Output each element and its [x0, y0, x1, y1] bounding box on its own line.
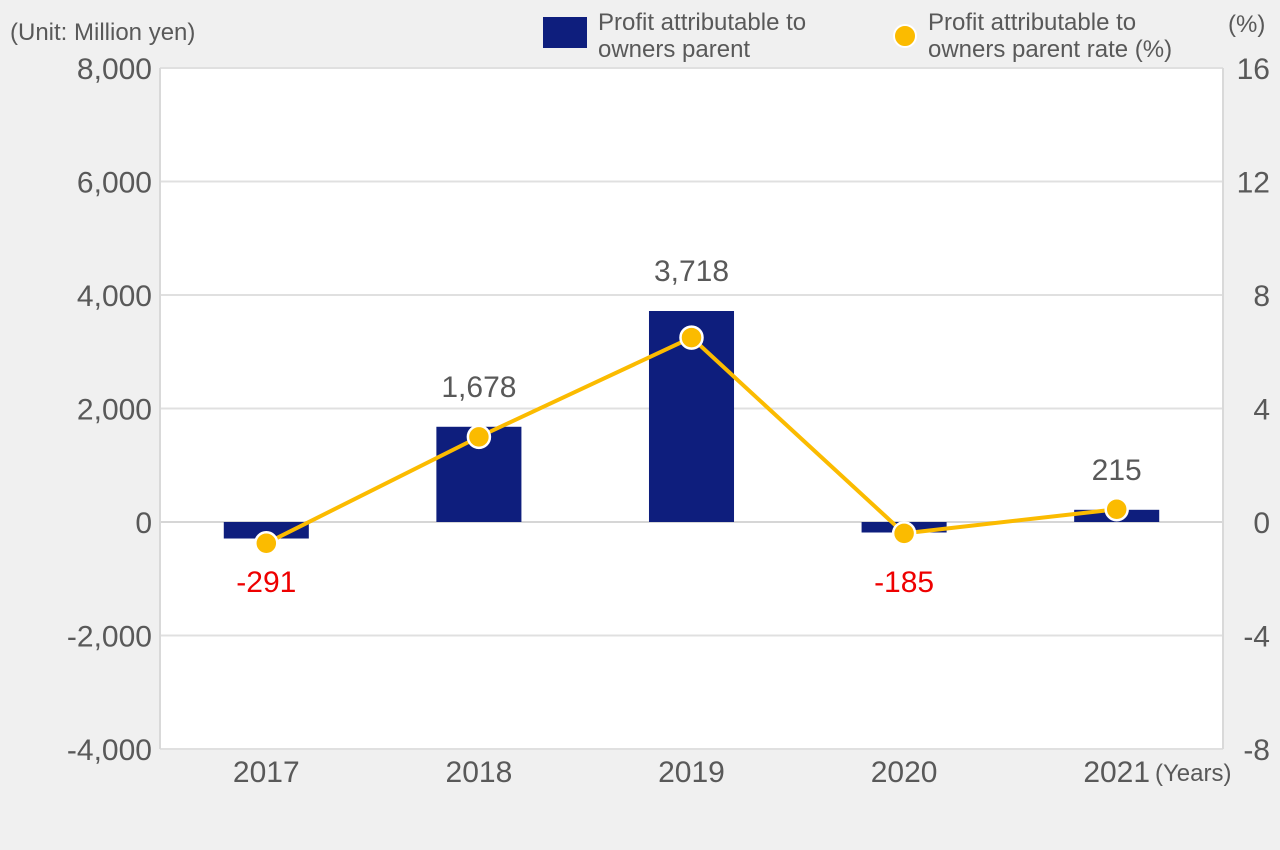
- right-tick-label: 12: [1237, 167, 1270, 200]
- legend-line-swatch: [893, 24, 917, 48]
- bar-data-label: -185: [874, 566, 934, 599]
- legend: Profit attributable to owners parent Pro…: [543, 9, 1172, 63]
- right-tick-label: 8: [1253, 280, 1270, 313]
- left-tick-label: 8,000: [77, 53, 152, 86]
- left-axis-ticks: -4,000 -2,000 0 2,000 4,000 6,000 8,000: [67, 53, 152, 767]
- rate-point: [679, 325, 704, 350]
- left-tick-label: -4,000: [67, 734, 152, 767]
- right-unit-label: (%): [1228, 11, 1265, 38]
- legend-bar-label-line2: owners parent: [598, 36, 750, 63]
- bar-data-label: 215: [1092, 454, 1142, 487]
- right-tick-label: -4: [1243, 621, 1270, 654]
- rate-point: [466, 424, 492, 450]
- right-axis-ticks: -8 -4 0 4 8 12 16: [1237, 53, 1270, 767]
- rate-point: [891, 521, 917, 546]
- rate-point: [254, 531, 279, 556]
- left-tick-label: 2,000: [77, 394, 152, 427]
- legend-bar-swatch: [543, 17, 587, 48]
- left-tick-label: 6,000: [77, 167, 152, 200]
- x-tick-label: 2020: [871, 756, 938, 789]
- line-series: [254, 325, 1129, 556]
- legend-line-label-line2: owners parent rate (%): [928, 36, 1172, 63]
- x-tick-label: 2019: [658, 756, 725, 789]
- bar-data-labels: -291 1,678 3,718 -185 215: [236, 255, 1141, 599]
- x-unit-label: (Years): [1155, 760, 1231, 787]
- right-tick-label: -8: [1243, 734, 1270, 767]
- right-tick-label: 4: [1253, 394, 1270, 427]
- legend-bar-label-line1: Profit attributable to: [598, 9, 806, 36]
- left-tick-label: 4,000: [77, 280, 152, 313]
- right-tick-label: 0: [1253, 507, 1270, 540]
- rate-point: [1104, 496, 1129, 522]
- x-tick-label: 2017: [233, 756, 300, 789]
- bar-data-label: 1,678: [441, 371, 516, 404]
- left-tick-label: -2,000: [67, 621, 152, 654]
- bar-data-label: -291: [236, 566, 296, 599]
- left-tick-label: 0: [135, 507, 152, 540]
- x-tick-label: 2018: [446, 756, 513, 789]
- x-tick-label: 2021: [1083, 756, 1150, 789]
- x-axis-ticks: 2017 2018 2019 2020 2021: [233, 756, 1150, 789]
- right-tick-label: 16: [1237, 53, 1270, 86]
- left-unit-label: (Unit: Million yen): [10, 19, 195, 46]
- legend-line-label-line1: Profit attributable to: [928, 9, 1136, 36]
- bar-data-label: 3,718: [654, 255, 729, 288]
